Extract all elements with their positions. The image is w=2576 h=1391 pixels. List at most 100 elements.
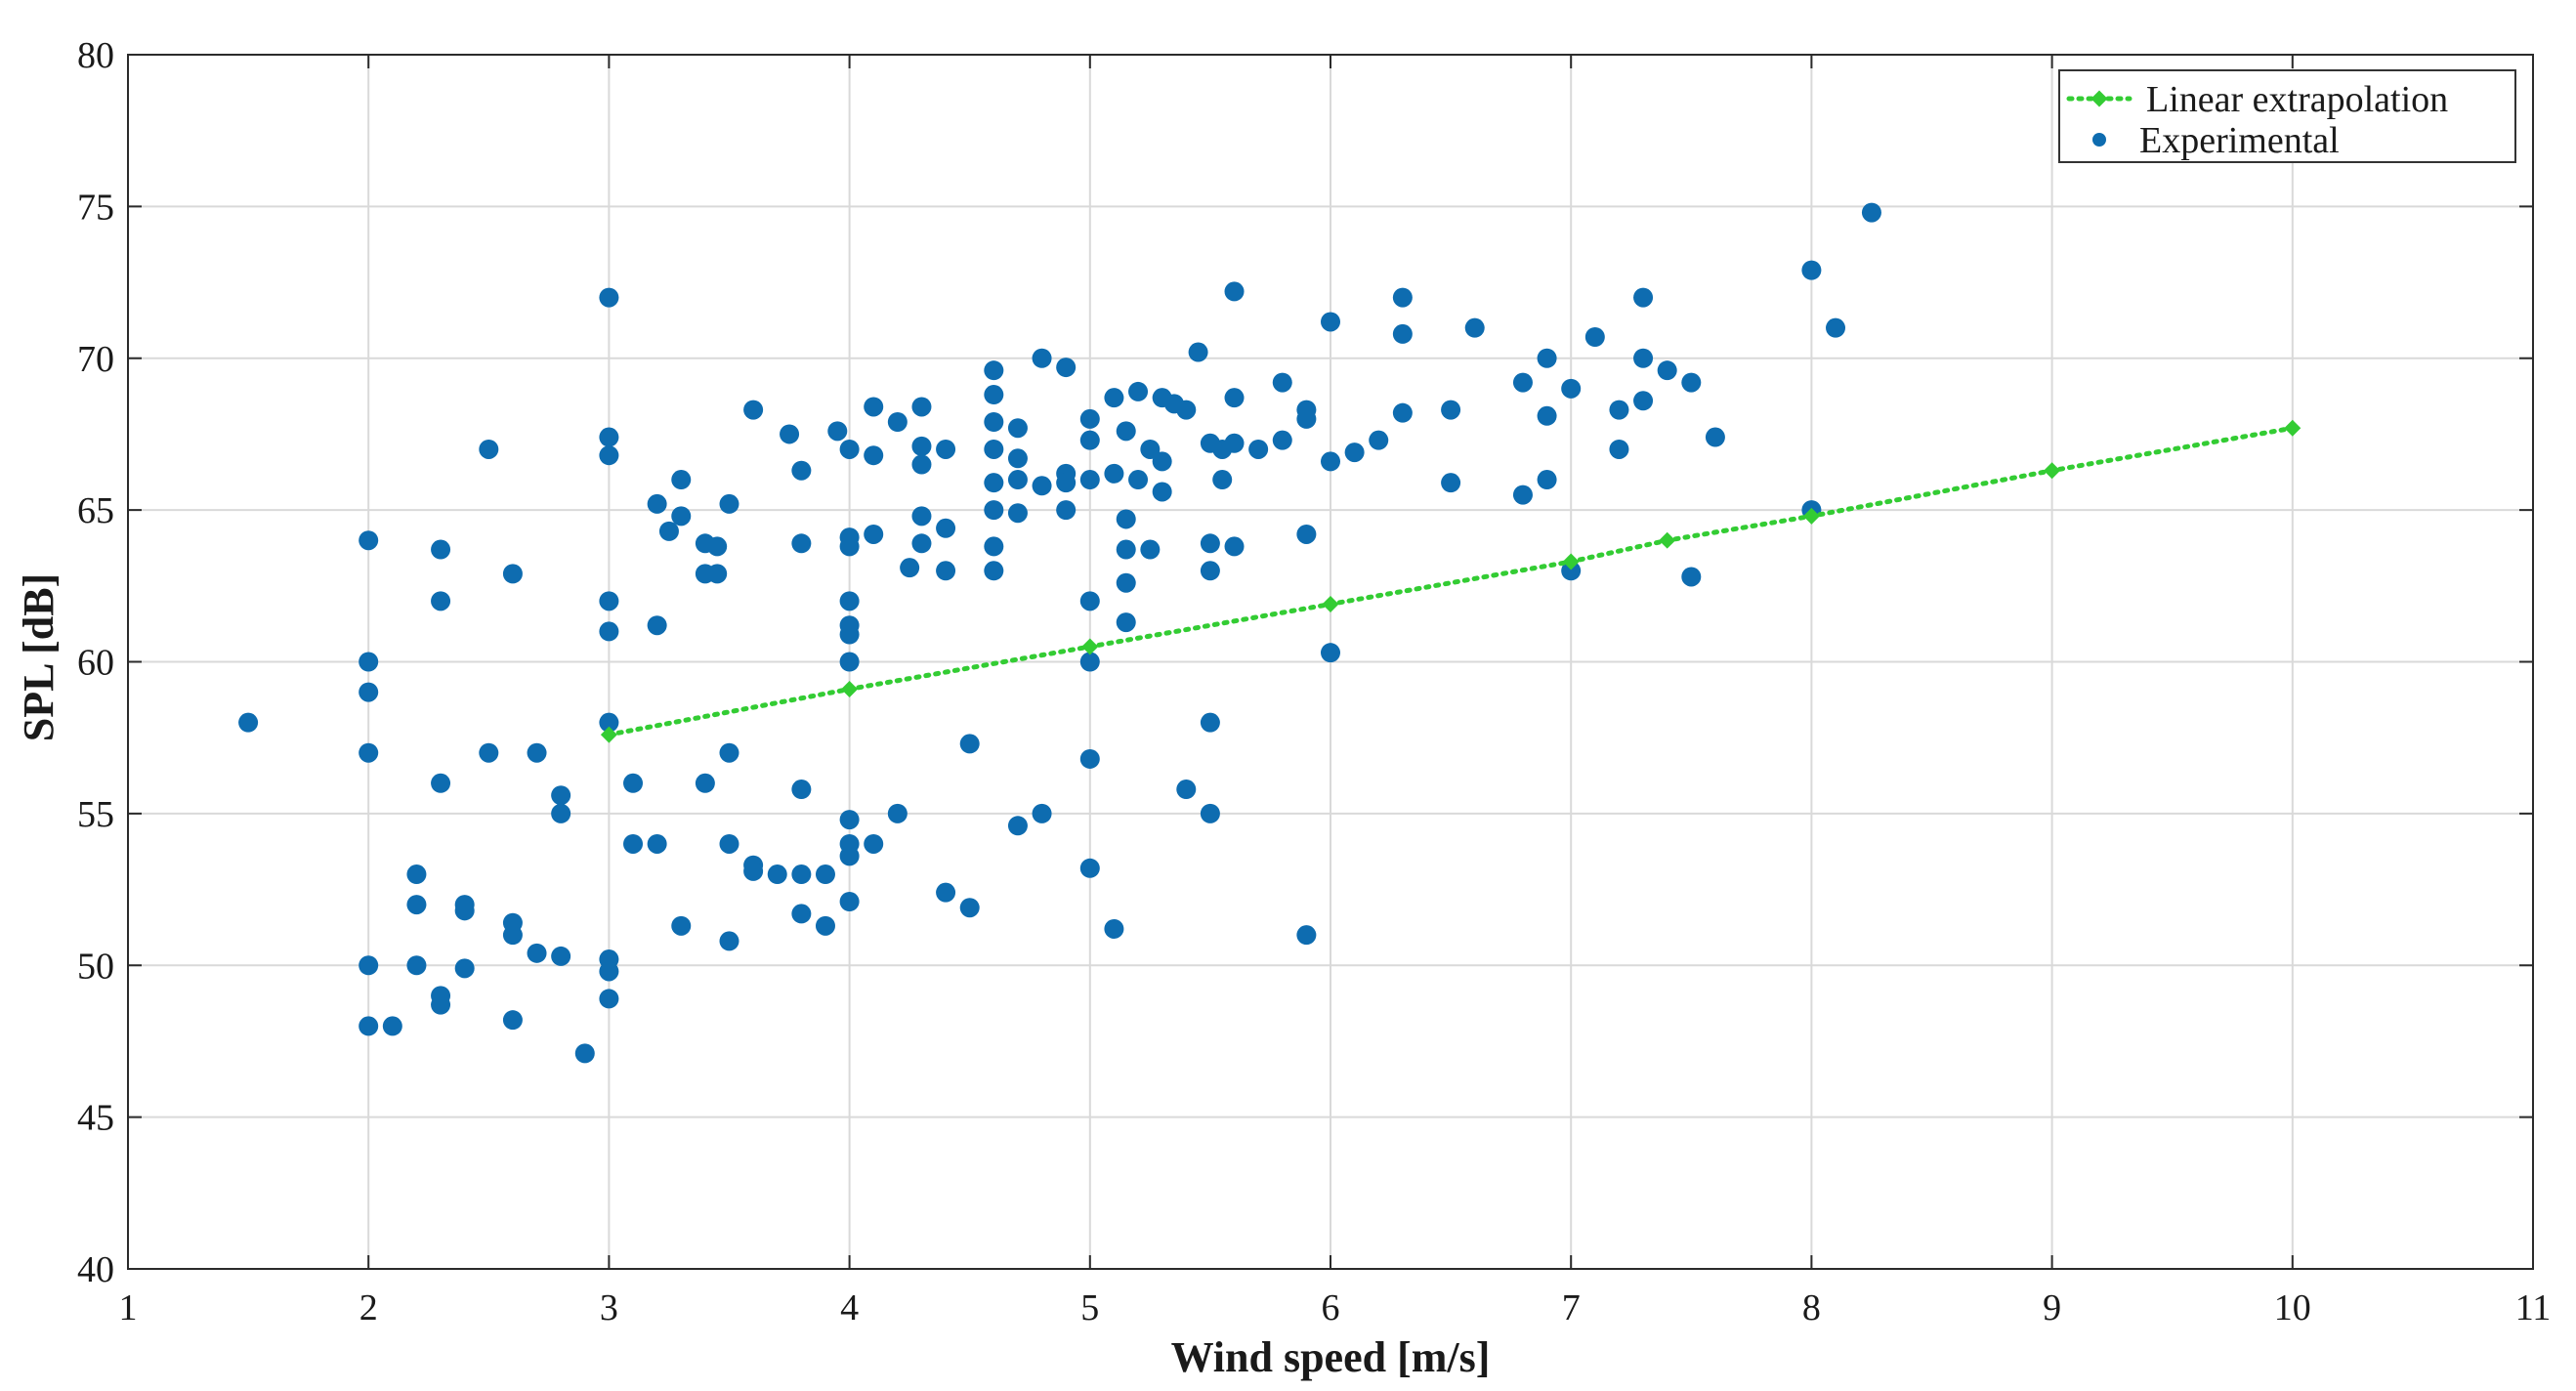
experimental-point	[864, 833, 884, 854]
experimental-point	[1032, 476, 1052, 496]
experimental-point	[959, 734, 980, 754]
x-tick-label: 6	[1322, 1287, 1340, 1328]
experimental-point	[1272, 430, 1292, 450]
x-tick-label: 1	[119, 1287, 138, 1328]
experimental-point	[864, 524, 884, 544]
linear-extrapolation-marker	[841, 680, 859, 697]
x-tick-label: 8	[1802, 1287, 1821, 1328]
experimental-point	[1212, 470, 1233, 490]
experimental-point	[1248, 439, 1269, 459]
experimental-point	[599, 445, 619, 466]
experimental-point	[1116, 539, 1136, 560]
experimental-point	[1321, 643, 1340, 663]
experimental-point	[984, 385, 1004, 405]
experimental-point	[1609, 439, 1629, 459]
experimental-point	[839, 846, 860, 866]
y-axis-title: SPL [dB]	[15, 573, 63, 741]
experimental-point	[238, 712, 259, 733]
experimental-point	[1224, 388, 1245, 408]
experimental-point	[984, 500, 1004, 521]
x-tick-label: 4	[840, 1287, 859, 1328]
experimental-point	[431, 773, 451, 793]
experimental-point	[1561, 378, 1582, 399]
experimental-point	[1801, 260, 1822, 280]
experimental-point	[551, 803, 571, 823]
experimental-point	[406, 955, 427, 976]
experimental-point	[984, 536, 1004, 557]
y-tick-label: 45	[77, 1098, 114, 1139]
experimental-point	[1369, 430, 1389, 450]
experimental-point	[1200, 561, 1220, 581]
y-tick-label: 70	[77, 339, 114, 380]
experimental-point	[743, 861, 764, 881]
experimental-point	[936, 561, 956, 581]
experimental-point	[1176, 400, 1197, 420]
experimental-point	[1116, 421, 1136, 442]
experimental-point	[791, 533, 812, 554]
experimental-point	[719, 931, 739, 951]
experimental-point	[671, 915, 692, 936]
experimental-point	[887, 412, 908, 433]
experimental-point	[936, 518, 956, 538]
experimental-point	[599, 427, 619, 447]
experimental-point	[1392, 402, 1413, 423]
experimental-point	[1633, 348, 1654, 368]
experimental-point	[359, 1016, 379, 1036]
linear-extrapolation-marker	[600, 726, 617, 743]
linear-extrapolation-marker	[1562, 553, 1580, 570]
linear-extrapolation-marker	[1322, 595, 1339, 612]
experimental-point	[864, 397, 884, 417]
experimental-point	[1392, 323, 1413, 344]
experimental-point	[658, 521, 679, 541]
experimental-point	[1537, 470, 1557, 490]
experimental-point	[839, 810, 860, 830]
experimental-point	[839, 591, 860, 611]
experimental-point	[359, 652, 379, 672]
experimental-point	[719, 493, 739, 514]
experimental-point	[1705, 427, 1725, 447]
experimental-point	[1140, 439, 1161, 459]
experimental-point	[911, 397, 932, 417]
experimental-point	[984, 439, 1004, 459]
experimental-point	[1584, 326, 1605, 347]
linear-extrapolation-marker	[2284, 419, 2302, 437]
experimental-point	[1861, 202, 1881, 223]
experimental-point	[599, 712, 619, 733]
experimental-point	[1561, 561, 1582, 581]
experimental-point	[1512, 372, 1533, 393]
experimental-point	[382, 1016, 402, 1036]
experimental-point	[839, 891, 860, 911]
experimental-point	[984, 412, 1004, 433]
experimental-point	[1537, 348, 1557, 368]
experimental-point	[623, 833, 644, 854]
experimental-point	[959, 898, 980, 918]
experimental-point	[1152, 451, 1172, 472]
x-tick-label: 10	[2274, 1287, 2311, 1328]
experimental-point	[502, 564, 523, 584]
experimental-point	[359, 955, 379, 976]
experimental-point	[1079, 748, 1100, 769]
experimental-point	[574, 1043, 595, 1064]
experimental-point	[1200, 712, 1220, 733]
experimental-point	[1007, 503, 1028, 524]
experimental-point	[1681, 372, 1702, 393]
experimental-point	[900, 558, 920, 578]
experimental-point	[1032, 348, 1052, 368]
x-tick-label: 5	[1080, 1287, 1099, 1328]
experimental-point	[1104, 918, 1124, 939]
experimental-point	[1321, 312, 1340, 332]
experimental-point	[1032, 803, 1052, 823]
experimental-point	[767, 864, 787, 885]
experimental-point	[1609, 400, 1629, 420]
experimental-point	[1152, 482, 1172, 502]
experimental-point	[1056, 500, 1077, 521]
experimental-point	[1441, 473, 1461, 493]
experimental-point	[1826, 317, 1846, 338]
experimental-point	[551, 785, 571, 806]
experimental-point	[1464, 317, 1485, 338]
experimental-point	[839, 652, 860, 672]
experimental-point	[1224, 281, 1245, 302]
experimental-point	[887, 803, 908, 823]
experimental-point	[1128, 381, 1149, 401]
